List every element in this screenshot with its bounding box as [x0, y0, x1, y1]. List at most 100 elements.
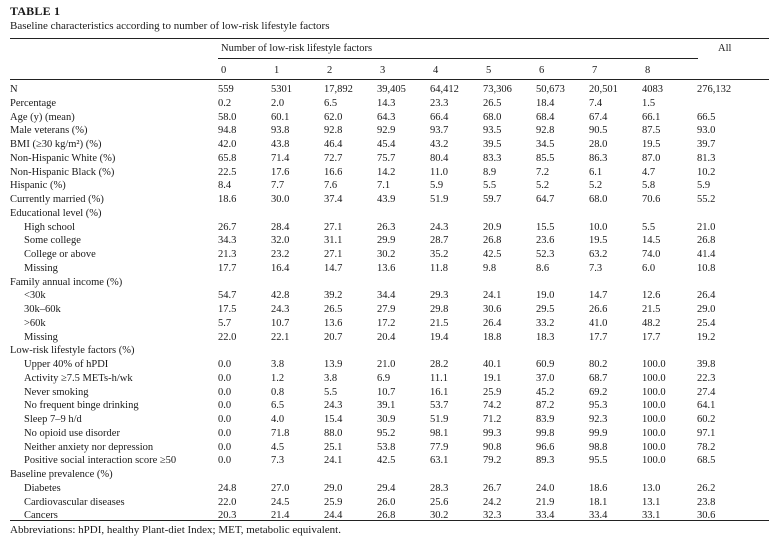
- cell-value: 6.1: [589, 166, 603, 178]
- table-row: Positive social interaction score ≥50 0.0…: [10, 454, 745, 468]
- cell-value: 0.8: [271, 386, 285, 398]
- cell-value: 14.7: [589, 290, 608, 302]
- cell-value: 0.0: [218, 386, 232, 398]
- cell-value: 27.9: [377, 304, 396, 315]
- row-label: Educational level (%): [10, 207, 102, 219]
- cell-value: 27.0: [271, 482, 290, 494]
- cell-value: 58.0: [218, 111, 237, 123]
- cell-value: 22.0: [218, 496, 237, 508]
- column-header: 4: [433, 65, 439, 76]
- cell-value: 26.4: [483, 317, 502, 329]
- table-row: Non-Hispanic Black (%) 22.5 17.6 16.6 14.2 11…: [10, 166, 745, 180]
- cell-value: 100.0: [642, 455, 666, 467]
- cell-value: 64.7: [536, 194, 555, 205]
- table-row: Baseline prevalence (%): [10, 468, 745, 482]
- cell-value: [483, 276, 536, 290]
- cell-value: 8.4: [218, 180, 232, 192]
- table-row: N 559 5301 17,892 39,405 64,412 73,306 50,673 20…: [10, 83, 745, 97]
- cell-value: 19.0: [536, 290, 555, 302]
- cell-value: 27.1: [324, 249, 343, 260]
- cell-all: 10.2: [697, 166, 716, 178]
- cell-all: 81.3: [697, 152, 716, 164]
- cell-value: 7.1: [377, 180, 391, 192]
- cell-value: 29.8: [430, 304, 449, 315]
- cell-value: 43.9: [377, 194, 396, 205]
- cell-value: 19.5: [642, 139, 661, 150]
- cell-value: 59.7: [483, 194, 502, 205]
- row-label: Male veterans (%): [10, 125, 88, 137]
- cell-all: 29.0: [697, 304, 716, 315]
- cell-value: 54.7: [218, 290, 237, 302]
- cell-all: 22.3: [697, 372, 716, 384]
- cell-value: [377, 207, 430, 221]
- cell-value: 21.0: [377, 359, 396, 370]
- column-header: 3: [380, 65, 386, 76]
- cell-value: 21.9: [536, 496, 555, 508]
- cell-value: 22.5: [218, 166, 237, 178]
- cell-value: 68.0: [589, 194, 608, 205]
- cell-value: 26.7: [483, 482, 502, 494]
- row-label: College or above: [24, 249, 96, 260]
- table-row: Missing 22.0 22.1 20.7 20.4 19.4 18.8 18.3 17.7 1…: [10, 331, 745, 345]
- cell-value: 6.5: [324, 97, 338, 109]
- cell-value: 28.3: [430, 482, 449, 494]
- cell-value: 98.1: [430, 427, 449, 439]
- cell-value: [377, 468, 430, 482]
- cell-value: 4.0: [271, 414, 285, 425]
- cell-value: 85.5: [536, 152, 555, 164]
- cell-value: 93.5: [483, 125, 502, 137]
- cell-value: 7.2: [536, 166, 550, 178]
- cell-value: 10.0: [589, 221, 608, 233]
- cell-value: 20.9: [483, 221, 502, 233]
- cell-value: 25.6: [430, 496, 449, 508]
- cell-value: 14.5: [642, 235, 661, 247]
- cell-value: 18.4: [536, 97, 555, 109]
- cell-value: 26.6: [589, 304, 608, 315]
- row-label: Some college: [24, 235, 81, 247]
- cell-value: [642, 344, 697, 358]
- cell-value: 24.5: [271, 496, 290, 508]
- cell-value: [324, 344, 377, 358]
- cell-value: 39.2: [324, 290, 343, 302]
- cell-value: 0.2: [218, 97, 232, 109]
- cell-all: 41.4: [697, 249, 716, 260]
- cell-value: 18.1: [589, 496, 608, 508]
- table-row: Currently married (%) 18.6 30.0 37.4 43.9 51.…: [10, 193, 745, 207]
- cell-value: 35.2: [430, 249, 449, 260]
- cell-value: 63.2: [589, 249, 608, 260]
- cell-all: 39.7: [697, 139, 716, 150]
- cell-value: 0.0: [218, 400, 232, 412]
- cell-value: 7.3: [271, 455, 285, 467]
- cell-value: 87.2: [536, 400, 555, 412]
- cell-value: 13.6: [377, 262, 396, 274]
- cell-value: 33.4: [536, 510, 555, 522]
- cell-value: 98.8: [589, 441, 608, 453]
- cell-value: 79.2: [483, 455, 502, 467]
- group-header-rule: [218, 58, 698, 59]
- row-label: Sleep 7–9 h/d: [24, 414, 82, 425]
- table-row: >60k 5.7 10.7 13.6 17.2 21.5 26.4 33.2 41.0 48.2 2…: [10, 317, 745, 331]
- cell-value: 8.6: [536, 262, 550, 274]
- cell-value: 66.1: [642, 111, 661, 123]
- cell-value: 72.7: [324, 152, 343, 164]
- cell-value: 18.6: [589, 482, 608, 494]
- cell-value: [589, 468, 642, 482]
- row-label: Activity ≥7.5 METs-h/wk: [24, 372, 133, 384]
- group-header: Number of low-risk lifestyle factors: [221, 43, 373, 54]
- cell-value: [218, 207, 271, 221]
- row-label: High school: [24, 221, 76, 233]
- cell-value: [536, 344, 589, 358]
- cell-value: 5.5: [483, 180, 497, 192]
- table-caption: Baseline characteristics according to nu…: [10, 20, 330, 32]
- table-row: BMI (≥30 kg/m²) (%) 42.0 43.8 46.4 45.4 43.2 3…: [10, 138, 745, 152]
- top-rule: [10, 38, 769, 39]
- cell-value: 0.0: [218, 414, 232, 425]
- cell-all: [697, 344, 745, 358]
- cell-all: 60.2: [697, 414, 716, 425]
- data-table: N 559 5301 17,892 39,405 64,412 73,306 50,673 20…: [10, 83, 745, 523]
- row-label: Never smoking: [24, 386, 89, 398]
- table-row: Percentage 0.2 2.0 6.5 14.3 23.3 26.5 18.4 7.4 1.…: [10, 97, 745, 111]
- cell-value: 19.5: [589, 235, 608, 247]
- cell-value: [483, 344, 536, 358]
- cell-all: 10.8: [697, 262, 716, 274]
